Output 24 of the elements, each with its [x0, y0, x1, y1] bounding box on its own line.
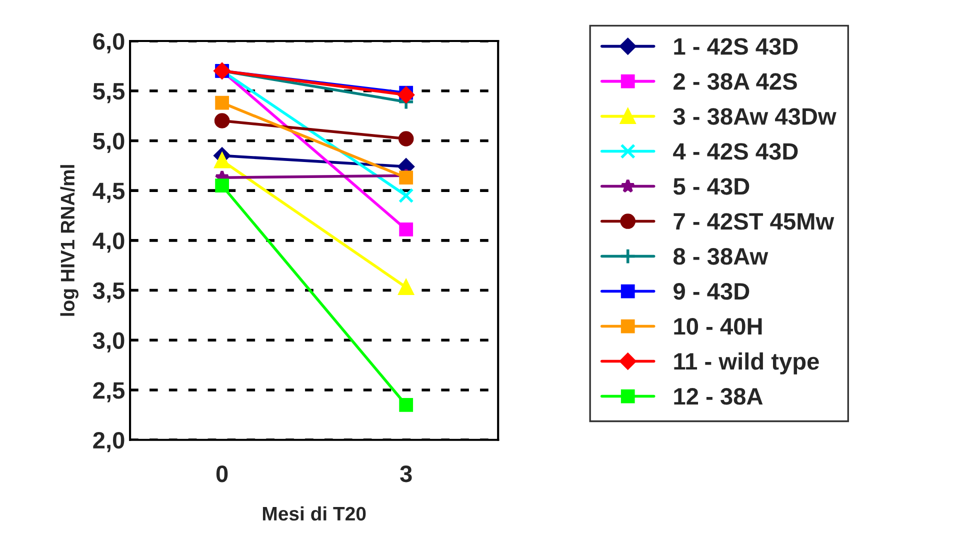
y-tick-label: 2,5 — [93, 382, 125, 402]
x-axis-title: Mesi di T20 — [262, 506, 366, 521]
y-tick-label: 4,0 — [92, 232, 124, 253]
y-tick-label: 6,0 — [93, 33, 124, 54]
y-axis-title: log HIV1 RNA/ml — [60, 165, 78, 316]
y-tick-label: 5,0 — [93, 132, 124, 153]
x-tick-label: 0 — [216, 466, 228, 482]
legend-label: 2 - 38A 42S — [674, 73, 797, 90]
legend-label: 3 - 38Aw 43Dw — [673, 108, 836, 125]
legend-label: 11 - wild type — [674, 352, 819, 374]
y-tick-label: 4,5 — [92, 182, 125, 203]
x-tick-label: 3 — [400, 466, 412, 482]
legend-label: 7 - 42ST 45Mw — [674, 213, 834, 230]
y-tick-label: 3,5 — [92, 282, 125, 303]
legend-label: 5 - 43D — [673, 178, 750, 195]
legend-label: 4 - 42S 43D — [673, 143, 798, 160]
legend-label: 12 - 38A — [674, 388, 763, 405]
y-tick-label: 2,0 — [93, 432, 124, 452]
legend-label: 1 - 42S 43D — [674, 38, 798, 55]
legend-label: 10 - 40H — [674, 318, 762, 335]
legend-label: 8 - 38Aw — [673, 248, 768, 265]
legend-label: 9 - 43D — [674, 283, 750, 300]
y-tick-label: 5,5 — [93, 83, 125, 104]
y-tick-label: 3,0 — [92, 332, 124, 352]
